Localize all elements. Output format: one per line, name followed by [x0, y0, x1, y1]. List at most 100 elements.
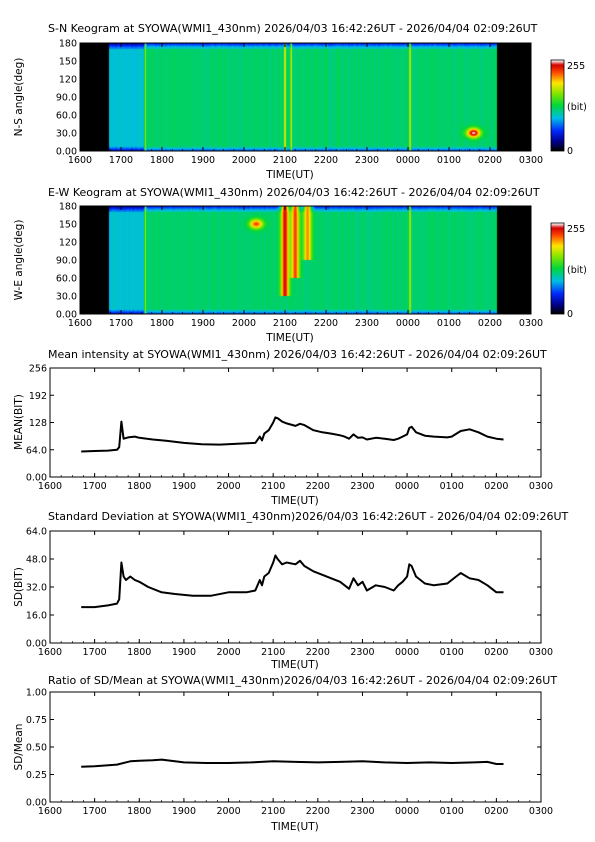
y-tick-label: 180 [59, 39, 77, 50]
x-tick-label: 1700 [83, 647, 107, 658]
x-tick-label: 2000 [232, 155, 256, 166]
mean-series-line [81, 416, 504, 453]
x-tick-label: 1700 [109, 155, 133, 166]
axes: 1600 1700 1800 1900 2000 2100 2200 2300 0000 0100… [26, 527, 553, 659]
keogram-image [80, 43, 531, 151]
x-tick-label: 0100 [440, 481, 464, 492]
y-axis-label: MEAN(BIT) [13, 394, 25, 450]
panel-sn-keogram: S-N Keogram at SYOWA(WMI1_430nm) 2026/04… [13, 22, 587, 181]
x-tick-label: 1900 [191, 155, 215, 166]
panel-ew-keogram: E-W Keogram at SYOWA(WMI1_430nm) 2026/04… [13, 186, 587, 344]
x-tick-label: 1700 [83, 481, 107, 492]
x-tick-label: 0200 [484, 806, 508, 817]
panel-title: Ratio of SD/Mean at SYOWA(WMI1_430nm)202… [48, 674, 557, 687]
y-tick-label: 256 [29, 364, 47, 375]
x-tick-label: 1700 [83, 806, 107, 817]
x-tick-label: 1900 [191, 318, 215, 329]
y-tick-label: 0.25 [26, 770, 47, 781]
x-tick-label: 0300 [519, 318, 543, 329]
colorbar [551, 60, 564, 151]
ratio-series-line [81, 758, 504, 768]
y-tick-label: 64.0 [26, 445, 47, 456]
x-tick-label: 2100 [261, 806, 285, 817]
x-tick-label: 2300 [355, 155, 379, 166]
x-tick-label: 2300 [350, 647, 374, 658]
y-tick-label: 30.0 [56, 292, 77, 303]
panel-title: S-N Keogram at SYOWA(WMI1_430nm) 2026/04… [48, 22, 538, 35]
y-tick-label: 0.50 [26, 743, 47, 754]
colorbar-max: 255 [567, 224, 585, 235]
y-tick-label: 48.0 [26, 555, 47, 566]
x-tick-label: 1800 [127, 806, 151, 817]
y-tick-label: 0.00 [26, 473, 47, 484]
x-axis-label: TIME(UT) [270, 659, 319, 671]
colorbar-unit: (bit) [567, 102, 587, 113]
colorbar-frame [550, 222, 565, 315]
x-tick-label: 1600 [38, 806, 62, 817]
colorbar [551, 223, 564, 314]
y-tick-label: 90.0 [56, 93, 77, 104]
x-tick-label: 0000 [395, 481, 419, 492]
axes: 1600 1700 1800 1900 2000 2100 2200 2300 0000 0100… [26, 688, 553, 818]
y-tick-label: 120 [59, 75, 77, 86]
x-axis-label: TIME(UT) [270, 495, 319, 507]
plot-frame [49, 691, 542, 803]
x-tick-label: 0200 [478, 155, 502, 166]
keogram-image [80, 206, 531, 314]
y-tick-label: 128 [29, 418, 47, 429]
x-tick-label: 1600 [38, 481, 62, 492]
y-tick-label: 0.00 [26, 798, 47, 809]
x-tick-label: 2300 [355, 318, 379, 329]
sd-series-line [81, 554, 504, 609]
x-tick-label: 0000 [395, 806, 419, 817]
x-tick-label: 0000 [395, 647, 419, 658]
x-tick-label: 0100 [440, 806, 464, 817]
colorbar-unit: (bit) [567, 265, 587, 276]
y-tick-label: 30.0 [56, 129, 77, 140]
panel-standard-deviation: Standard Deviation at SYOWA(WMI1_430nm)2… [13, 510, 569, 671]
y-tick-label: 90.0 [56, 256, 77, 267]
y-axis-label: N-S angle(deg) [13, 58, 25, 137]
x-tick-label: 1900 [172, 647, 196, 658]
x-tick-label: 2100 [273, 155, 297, 166]
x-tick-label: 0100 [440, 647, 464, 658]
x-axis-label: TIME(UT) [265, 169, 314, 181]
y-tick-label: 120 [59, 238, 77, 249]
x-tick-label: 0100 [437, 318, 461, 329]
x-tick-label: 0300 [529, 647, 553, 658]
x-tick-label: 1600 [68, 155, 92, 166]
y-tick-label: 0.00 [56, 147, 77, 158]
x-tick-label: 0200 [478, 318, 502, 329]
x-tick-label: 0300 [529, 481, 553, 492]
x-tick-label: 2200 [314, 318, 338, 329]
y-tick-label: 180 [59, 202, 77, 213]
y-tick-label: 150 [59, 220, 77, 231]
x-tick-label: 2200 [306, 806, 330, 817]
x-tick-label: 1800 [127, 481, 151, 492]
x-tick-label: 0200 [484, 481, 508, 492]
x-tick-label: 1600 [68, 318, 92, 329]
x-tick-label: 0000 [396, 318, 420, 329]
x-tick-label: 1800 [150, 155, 174, 166]
x-tick-label: 2100 [261, 647, 285, 658]
x-tick-label: 2200 [306, 647, 330, 658]
x-tick-label: 1800 [150, 318, 174, 329]
y-tick-label: 16.0 [26, 611, 47, 622]
x-tick-label: 2100 [261, 481, 285, 492]
panel-title: E-W Keogram at SYOWA(WMI1_430nm) 2026/04… [48, 186, 540, 199]
panel-title: Mean intensity at SYOWA(WMI1_430nm) 2026… [48, 348, 547, 361]
y-axis-label: SD(BIT) [13, 567, 25, 607]
panel-sd-mean-ratio: Ratio of SD/Mean at SYOWA(WMI1_430nm)202… [13, 674, 557, 833]
y-tick-label: 60.0 [56, 274, 77, 285]
x-tick-label: 2000 [216, 647, 240, 658]
x-tick-label: 0300 [519, 155, 543, 166]
colorbar-frame [550, 59, 565, 152]
y-axis-label: SD/Mean [13, 724, 25, 771]
x-tick-label: 1900 [172, 481, 196, 492]
colorbar-max: 255 [567, 61, 585, 72]
x-tick-label: 1800 [127, 647, 151, 658]
axes: 1600 1700 1800 1900 2000 2100 2200 2300 0000 0100… [56, 202, 543, 330]
axes: 1600 1700 1800 1900 2000 2100 2200 2300 0000 0100… [56, 39, 543, 167]
x-tick-label: 0300 [529, 806, 553, 817]
x-tick-label: 2100 [273, 318, 297, 329]
